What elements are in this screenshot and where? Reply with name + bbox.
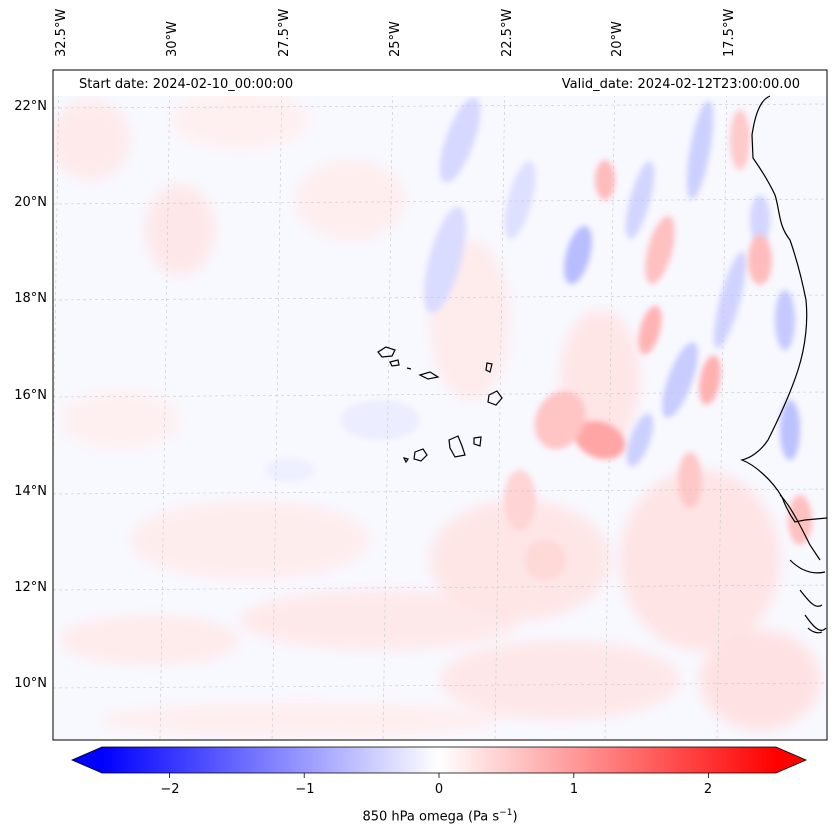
lon-label: 30°W bbox=[165, 21, 180, 57]
start-date-label: Start date: 2024-02-10_00:00:00 bbox=[79, 77, 294, 92]
lat-label: 16°N bbox=[14, 388, 47, 403]
colorbar-tick-marks bbox=[168, 773, 709, 778]
lat-label: 22°N bbox=[14, 99, 47, 114]
lon-label: 27.5°W bbox=[277, 8, 292, 57]
lon-label: 20°W bbox=[610, 21, 625, 57]
lat-label: 12°N bbox=[14, 580, 47, 595]
colorbar-gradient bbox=[102, 747, 776, 773]
lat-label: 20°N bbox=[14, 195, 47, 210]
colorbar-tick-label: −1 bbox=[295, 782, 315, 797]
header-band bbox=[53, 70, 827, 96]
graticule bbox=[53, 70, 827, 740]
colorbar-max-extend bbox=[776, 747, 806, 773]
coastline bbox=[377, 95, 827, 634]
lat-label: 10°N bbox=[14, 676, 47, 691]
lat-label: 14°N bbox=[14, 484, 47, 499]
colorbar-tick-label: −2 bbox=[160, 782, 180, 797]
map-panel bbox=[52, 69, 828, 741]
colorbar bbox=[70, 746, 808, 778]
colorbar-tick-label: 2 bbox=[703, 782, 713, 797]
lon-label: 17.5°W bbox=[722, 8, 737, 57]
african-coast bbox=[740, 95, 827, 523]
lon-label: 25°W bbox=[388, 21, 403, 57]
cape-verde-islands bbox=[377, 346, 503, 464]
colorbar-label: 850 hPa omega (Pa s−1) bbox=[362, 808, 518, 825]
valid-date-label: Valid_date: 2024-02-12T23:00:00.00 bbox=[561, 77, 800, 92]
colorbar-outline bbox=[70, 746, 808, 774]
omega-field bbox=[53, 90, 820, 738]
map-frame bbox=[52, 69, 828, 741]
colorbar-min-extend bbox=[72, 747, 102, 773]
lon-label: 22.5°W bbox=[500, 8, 515, 57]
lon-label: 32.5°W bbox=[54, 8, 69, 57]
colorbar-tick-label: 1 bbox=[569, 782, 579, 797]
colorbar-tick-label: 0 bbox=[434, 782, 444, 797]
lat-label: 18°N bbox=[14, 291, 47, 306]
